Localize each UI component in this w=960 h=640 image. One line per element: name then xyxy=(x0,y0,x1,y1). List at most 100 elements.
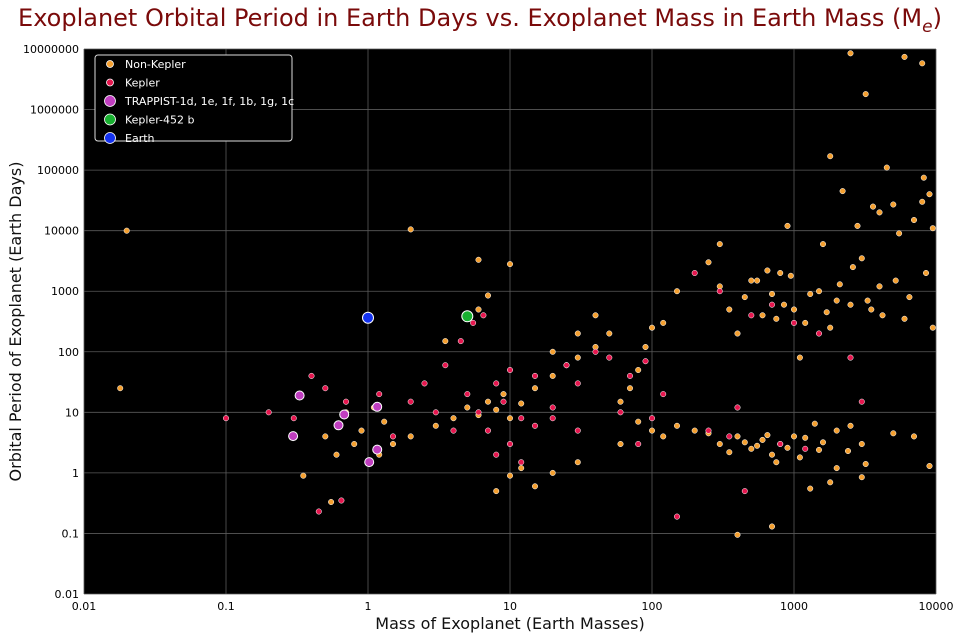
data-point-non-kepler xyxy=(635,418,642,425)
data-point-kepler xyxy=(635,441,642,447)
legend-marker xyxy=(104,113,116,126)
data-point-non-kepler xyxy=(845,448,851,454)
data-point-non-kepler xyxy=(892,277,899,284)
data-point-kepler xyxy=(642,358,649,365)
data-point-kepler xyxy=(802,445,809,452)
legend-label: Kepler xyxy=(125,77,160,90)
data-point-non-kepler xyxy=(518,465,525,472)
data-point-non-kepler xyxy=(773,459,780,466)
data-point-kepler xyxy=(574,380,581,387)
y-tick-label: 0.1 xyxy=(62,527,80,540)
data-point-non-kepler xyxy=(759,436,766,443)
legend-label: Earth xyxy=(125,132,155,145)
data-point-non-kepler xyxy=(649,427,655,434)
data-point-non-kepler xyxy=(823,309,830,316)
data-point-non-kepler xyxy=(820,439,826,446)
data-point-non-kepler xyxy=(876,209,883,216)
data-point-non-kepler xyxy=(876,283,883,290)
data-point-non-kepler xyxy=(660,319,667,326)
data-point-kepler xyxy=(741,488,748,495)
data-point-non-kepler xyxy=(911,217,917,223)
data-point-non-kepler xyxy=(592,312,599,319)
data-point-non-kepler xyxy=(691,427,698,434)
data-point-non-kepler xyxy=(858,255,865,262)
data-point-non-kepler xyxy=(926,191,933,198)
data-point-non-kepler xyxy=(784,444,791,451)
data-point-non-kepler xyxy=(870,203,876,210)
data-point-non-kepler xyxy=(906,294,913,301)
data-point-kepler xyxy=(606,354,613,361)
data-point-kepler xyxy=(450,427,457,434)
chart-title-subscript: e xyxy=(922,16,933,37)
data-point-non-kepler xyxy=(674,422,680,429)
data-points xyxy=(117,50,936,538)
x-axis-label: Mass of Exoplanet (Earth Masses) xyxy=(375,614,644,633)
data-point-kepler xyxy=(376,391,383,398)
data-point-kepler xyxy=(308,372,315,379)
data-point-non-kepler xyxy=(827,324,834,331)
data-point-non-kepler xyxy=(769,523,775,530)
data-point-non-kepler xyxy=(322,433,329,440)
data-point-non-kepler xyxy=(734,330,741,337)
data-point-non-kepler xyxy=(716,441,723,447)
data-point-non-kepler xyxy=(617,398,624,405)
data-point-kepler xyxy=(485,427,491,434)
data-point-kepler xyxy=(464,391,471,398)
data-point-non-kepler xyxy=(333,451,340,458)
legend-marker xyxy=(104,132,116,144)
data-point-kepler xyxy=(421,380,428,387)
data-point-kepler xyxy=(500,398,507,405)
data-point-non-kepler xyxy=(827,153,834,160)
data-point-non-kepler xyxy=(432,422,439,429)
legend-box xyxy=(94,54,293,142)
y-tick-label: 100 xyxy=(58,346,79,359)
tick-labels: 0.01 0.1 1 10 100 1000 10000 0.01 0.1 1 10 100 1000 1… xyxy=(23,43,954,613)
data-point-non-kepler xyxy=(777,270,784,276)
data-point-non-kepler xyxy=(734,433,741,440)
y-tick-label: 1000 xyxy=(51,285,79,298)
data-point-non-kepler xyxy=(574,330,581,337)
data-point-non-kepler xyxy=(901,53,908,60)
data-point-non-kepler xyxy=(748,445,755,452)
data-point-kepler xyxy=(691,270,698,276)
data-point-kepler xyxy=(660,391,667,398)
data-point-kepler xyxy=(470,319,477,326)
data-point-kepler xyxy=(518,459,525,466)
data-point-non-kepler xyxy=(507,261,513,268)
data-point-kepler xyxy=(716,288,723,295)
data-point-non-kepler xyxy=(820,241,826,248)
data-point-non-kepler xyxy=(485,398,491,405)
y-tick-label: 10000 xyxy=(44,225,79,238)
chart-title-close: ) xyxy=(932,4,942,32)
data-point-non-kepler xyxy=(117,385,124,392)
data-point-non-kepler xyxy=(549,348,556,355)
data-point-non-kepler xyxy=(649,324,655,331)
data-point-non-kepler xyxy=(532,385,538,392)
data-point-kepler xyxy=(777,441,784,447)
x-tick-label: 1 xyxy=(365,600,372,613)
legend-label: TRAPPIST-1d, 1e, 1f, 1b, 1g, 1c xyxy=(124,95,294,108)
data-point-non-kepler xyxy=(475,306,482,313)
data-point-kepler xyxy=(322,385,329,392)
data-point-non-kepler xyxy=(816,446,822,453)
data-point-non-kepler xyxy=(764,267,771,274)
legend-label: Non-Kepler xyxy=(125,58,186,71)
data-point-non-kepler xyxy=(911,433,917,440)
data-point-non-kepler xyxy=(816,288,822,295)
x-tick-label: 0.1 xyxy=(217,600,235,613)
data-point-non-kepler xyxy=(532,483,538,490)
data-point-kepler xyxy=(734,404,741,411)
data-point-kepler xyxy=(518,415,525,422)
data-point-non-kepler xyxy=(716,241,723,248)
data-point-non-kepler xyxy=(796,454,803,461)
data-point-non-kepler xyxy=(896,230,903,237)
data-point-non-kepler xyxy=(754,277,761,284)
data-point-kepler xyxy=(493,380,500,387)
data-point-non-kepler xyxy=(407,433,414,440)
data-point-trappist-1d-1e-1f-1b-1g-1c xyxy=(339,409,350,420)
data-point-non-kepler xyxy=(929,225,936,232)
data-point-non-kepler xyxy=(854,222,861,229)
data-point-kepler xyxy=(574,427,581,434)
data-point-kepler xyxy=(726,433,733,440)
